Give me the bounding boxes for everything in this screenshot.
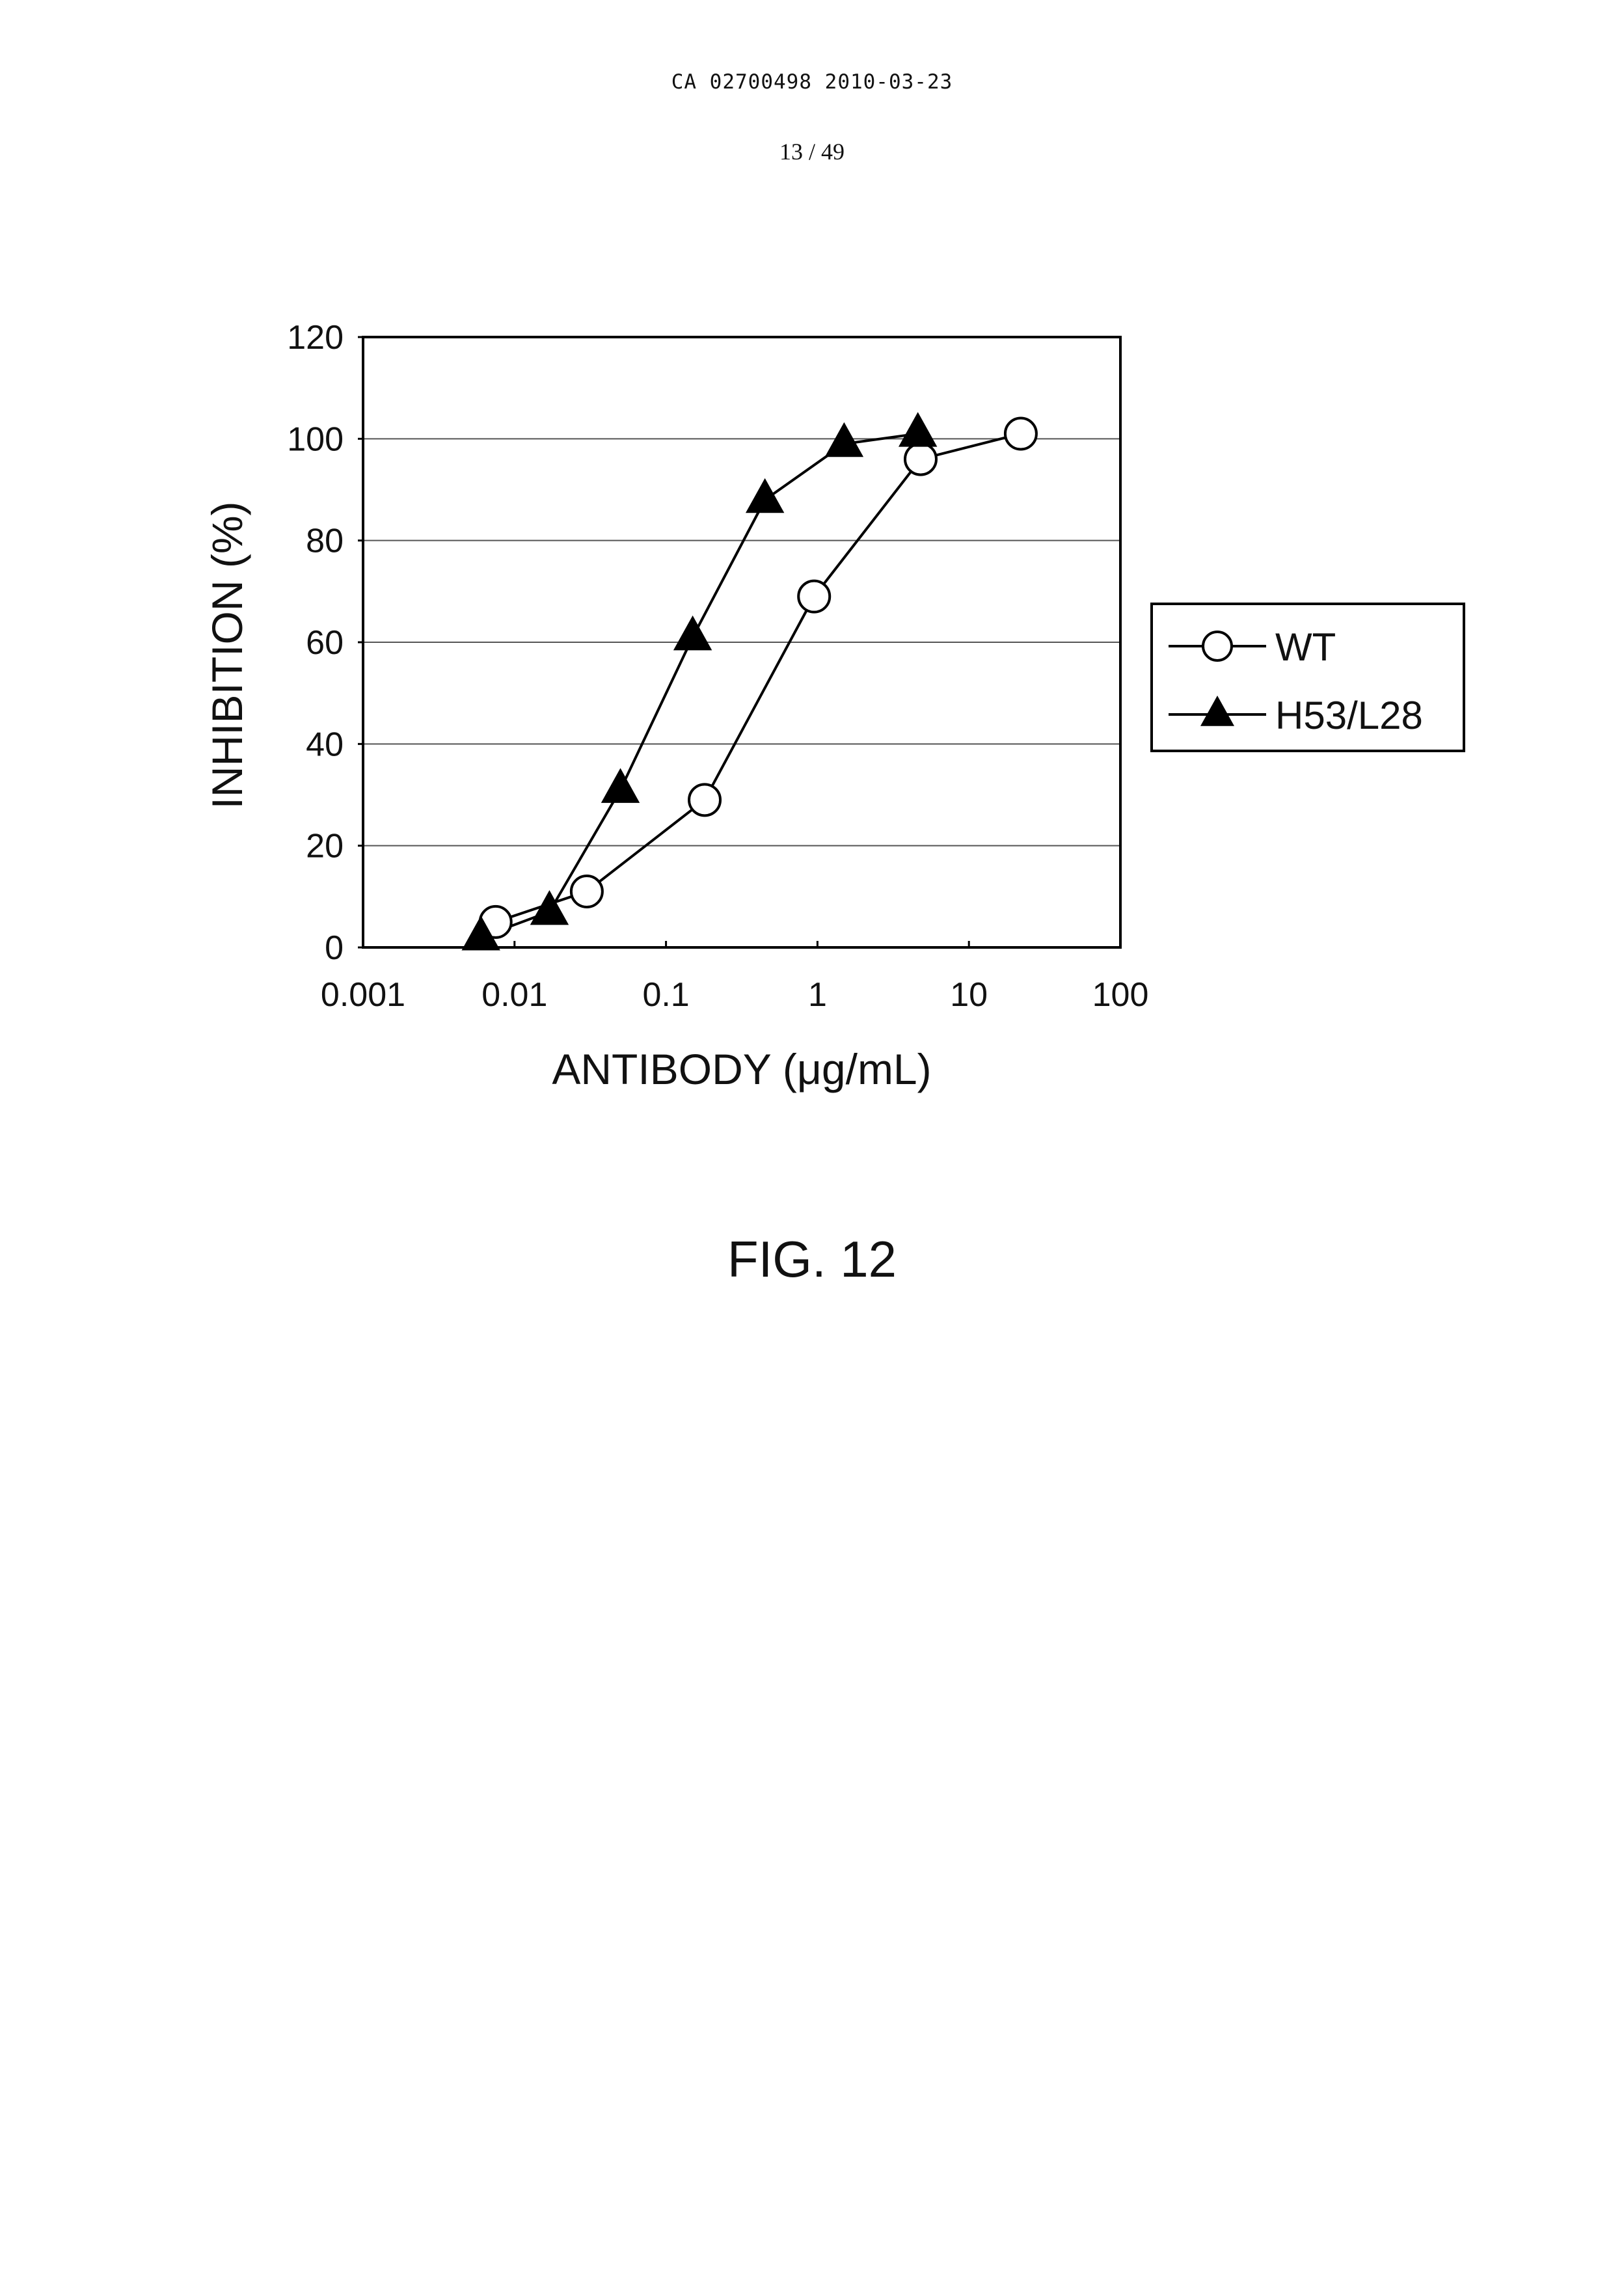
data-point-wt xyxy=(1005,418,1036,450)
x-axis: 0.001 0.01 0.1 1 10 100 xyxy=(321,941,1148,1014)
data-point-wt xyxy=(905,444,936,475)
data-point-wt xyxy=(689,784,720,815)
data-point-h53-l28 xyxy=(602,769,639,802)
y-tick-label: 80 xyxy=(306,523,344,560)
legend-label: H53/L28 xyxy=(1275,694,1423,737)
x-tick-label: 10 xyxy=(950,976,988,1014)
y-axis-title: INHIBITION (%) xyxy=(203,502,251,809)
inhibition-chart: 0 20 40 60 80 100 120 0.001 0.01 0.1 1 10 100 ANTIB… xyxy=(0,0,1624,1171)
figure-label: FIG. 12 xyxy=(0,1230,1624,1289)
data-point-h53-l28 xyxy=(900,413,936,446)
y-tick-label: 100 xyxy=(287,420,344,458)
y-tick-label: 0 xyxy=(325,929,344,967)
y-tick-label: 120 xyxy=(287,319,344,357)
data-point-h53-l28 xyxy=(826,424,862,456)
series-line-2 xyxy=(481,434,918,938)
x-tick-label: 1 xyxy=(808,976,827,1014)
legend-label: WT xyxy=(1275,625,1336,669)
y-tick-label: 40 xyxy=(306,726,344,763)
x-tick-label: 0.1 xyxy=(642,976,689,1014)
x-axis-title: ANTIBODY (μg/mL) xyxy=(552,1045,931,1093)
y-tick-label: 60 xyxy=(306,624,344,662)
x-tick-label: 100 xyxy=(1092,976,1149,1014)
data-point-wt xyxy=(571,876,602,907)
legend-marker-wt xyxy=(1203,632,1232,660)
gridlines xyxy=(363,439,1120,845)
x-tick-label: 0.001 xyxy=(321,976,405,1014)
data-point-h53-l28 xyxy=(675,617,711,649)
data-point-wt xyxy=(798,581,830,612)
x-tick-label: 0.01 xyxy=(481,976,547,1014)
series-markers xyxy=(463,413,1036,949)
y-tick-label: 20 xyxy=(306,828,344,865)
data-point-h53-l28 xyxy=(747,480,783,512)
y-axis: 0 20 40 60 80 100 120 xyxy=(287,319,363,967)
legend: WT H53/L28 xyxy=(1152,604,1464,751)
